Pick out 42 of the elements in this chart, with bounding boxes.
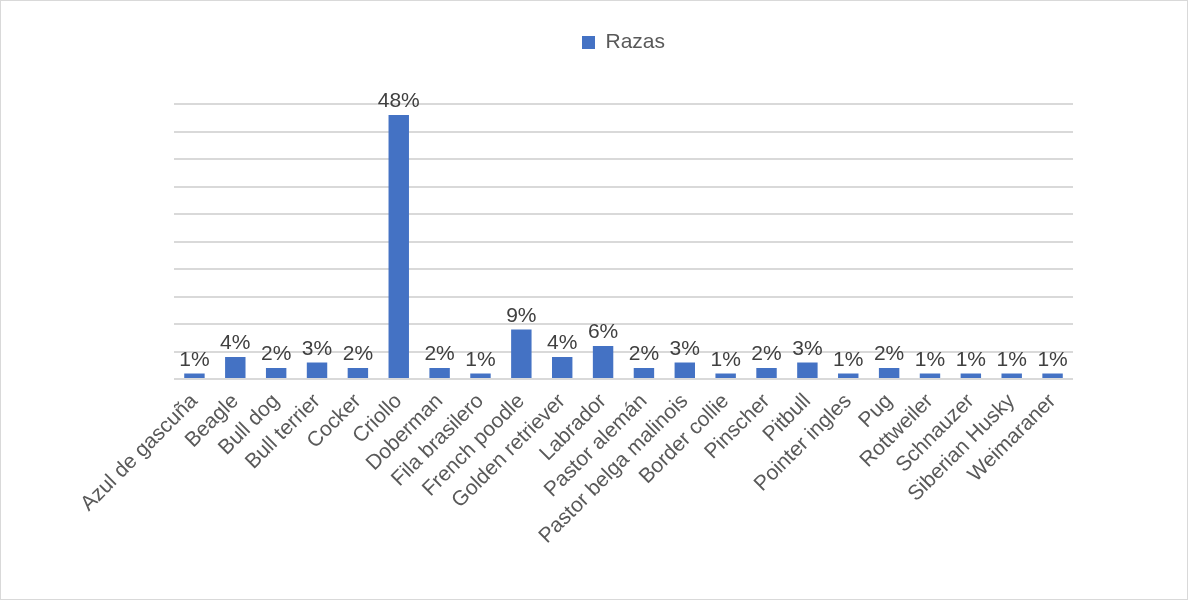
- data-label: 48%: [377, 88, 420, 112]
- data-label: 1%: [955, 346, 987, 370]
- data-label: 1%: [179, 346, 210, 370]
- data-label: 2%: [424, 341, 455, 365]
- bar: [715, 373, 736, 378]
- data-label: 4%: [220, 330, 251, 354]
- data-label: 1%: [710, 346, 741, 370]
- data-label: 3%: [792, 335, 823, 359]
- bar: [551, 357, 573, 378]
- data-label: 2%: [751, 341, 782, 365]
- data-label: 6%: [587, 319, 619, 343]
- data-label: 3%: [301, 335, 333, 359]
- bar: [388, 115, 409, 378]
- data-label: 3%: [669, 335, 700, 359]
- data-label: 1%: [914, 346, 946, 370]
- data-label: 1%: [465, 346, 496, 370]
- legend-label: Razas: [605, 29, 666, 53]
- bar: [797, 362, 818, 378]
- bar: [756, 368, 777, 378]
- data-label: 1%: [1037, 346, 1068, 370]
- data-label: 9%: [506, 302, 537, 326]
- data-label: 4%: [547, 330, 578, 354]
- data-label: 2%: [260, 341, 292, 365]
- bar: [429, 368, 450, 378]
- bar: [878, 368, 900, 378]
- bar: [1001, 373, 1022, 378]
- data-label: 2%: [628, 341, 660, 365]
- bar: [184, 373, 205, 378]
- bar: [511, 329, 532, 378]
- bar: [1042, 373, 1063, 378]
- bar: [633, 368, 655, 378]
- data-label: 2%: [873, 341, 905, 365]
- bar: [306, 362, 328, 378]
- bar: [265, 368, 287, 378]
- data-label: 1%: [996, 346, 1027, 370]
- bar: [470, 373, 491, 378]
- bar: [225, 357, 246, 378]
- bar: [592, 346, 614, 378]
- data-label: 2%: [342, 341, 374, 365]
- data-label: 1%: [833, 346, 864, 370]
- bar: [347, 368, 369, 378]
- bar: [674, 362, 696, 378]
